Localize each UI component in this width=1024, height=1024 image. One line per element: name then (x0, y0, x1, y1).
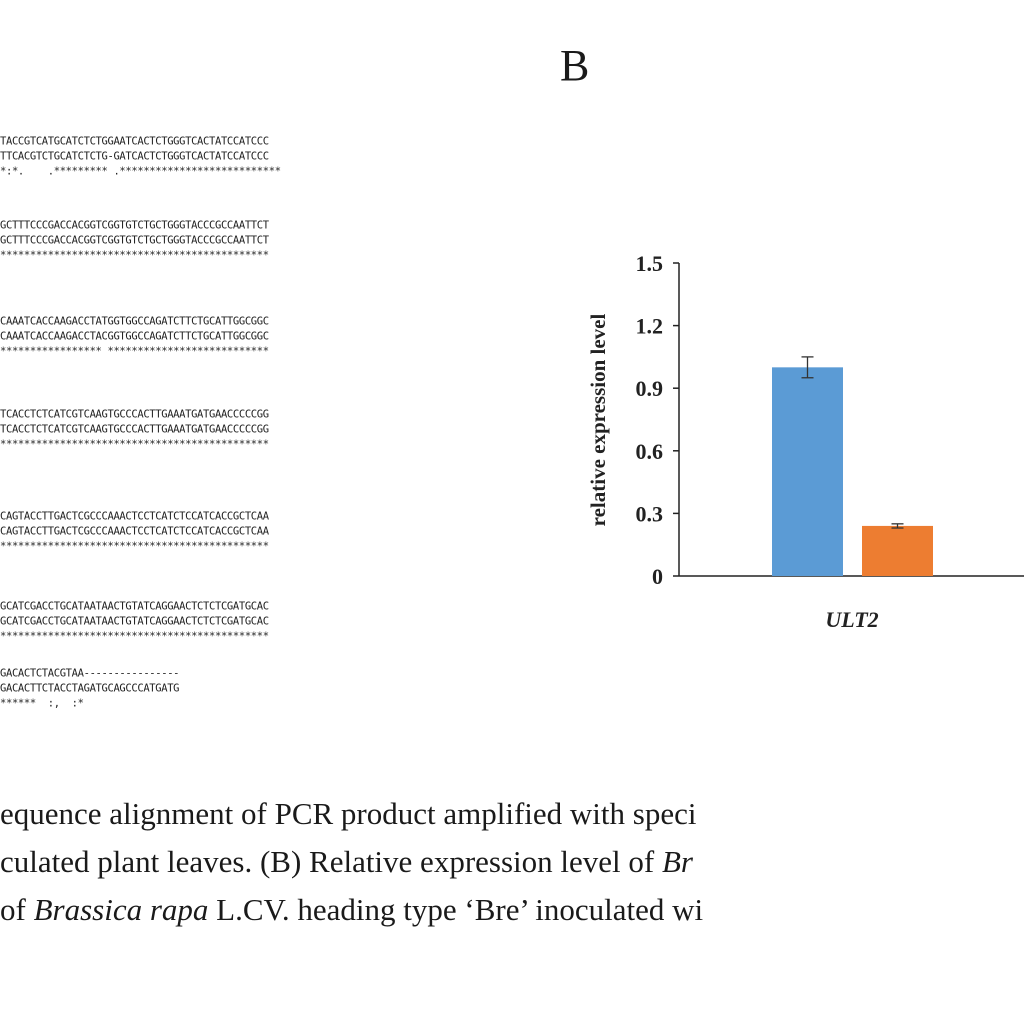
consensus-line: ****************************************… (0, 540, 269, 553)
caption-line-3: of Brassica rapa L.CV. heading type ‘Bre… (0, 886, 1024, 934)
caption-text: culated plant leaves. (B) Relative expre… (0, 844, 662, 879)
sequence-line: TACCGTCATGCATCTCTGGAATCACTCTGGGTCACTATCC… (0, 135, 269, 148)
caption-italic-species: Brassica rapa (33, 892, 209, 927)
sequence-line: CAAATCACCAAGACCTATGGTGGCCAGATCTTCTGCATTG… (0, 315, 269, 328)
sequence-line: TCACCTCTCATCGTCAAGTGCCCACTTGAAATGATGAACC… (0, 423, 269, 436)
sequence-line: GCATCGACCTGCATAATAACTGTATCAGGAACTCTCTCGA… (0, 600, 269, 613)
bar-chart: 1.5 1.2 0.9 0.6 0.3 0 relative expression leve… (586, 251, 1024, 632)
caption-text: of (0, 892, 34, 927)
consensus-line: *:*. .********* .***********************… (0, 165, 281, 178)
sequence-line: GACACTCTACGTAA---------------- (0, 667, 180, 680)
sequence-line: GACACTTCTACCTAGATGCAGCCCATGATG (0, 682, 180, 695)
sequence-line: TCACCTCTCATCGTCAAGTGCCCACTTGAAATGATGAACC… (0, 408, 269, 421)
alignment-block: CAGTACCTTGACTCGCCCAAACTCCTCATCTCCATCACCG… (0, 509, 520, 554)
sequence-line: GCTTTCCCGACCACGGTCGGTGTCTGCTGGGTACCCGCCA… (0, 219, 269, 232)
figure-caption: equence alignment of PCR product amplifi… (0, 790, 1024, 934)
alignment-block: TCACCTCTCATCGTCAAGTGCCCACTTGAAATGATGAACC… (0, 407, 520, 452)
alignment-block: TACCGTCATGCATCTCTGGAATCACTCTGGGTCACTATCC… (0, 134, 520, 179)
alignment-block: GACACTCTACGTAA---------------- GACACTTCTA… (0, 666, 520, 711)
bar (772, 367, 843, 576)
caption-line-1: equence alignment of PCR product amplifi… (0, 790, 1024, 838)
alignment-block: GCTTTCCCGACCACGGTCGGTGTCTGCTGGGTACCCGCCA… (0, 218, 520, 263)
caption-text: equence alignment of PCR product amplifi… (0, 796, 697, 831)
sequence-alignment: TACCGTCATGCATCTCTGGAATCACTCTGGGTCACTATCC… (0, 128, 520, 728)
sequence-line: GCATCGACCTGCATAATAACTGTATCAGGAACTCTCTCGA… (0, 615, 269, 628)
bar (862, 525, 933, 576)
y-tick-label: 0.6 (636, 439, 664, 464)
alignment-block: CAAATCACCAAGACCTATGGTGGCCAGATCTTCTGCATTG… (0, 314, 520, 359)
sequence-line: CAAATCACCAAGACCTACGGTGGCCAGATCTTCTGCATTG… (0, 330, 269, 343)
consensus-line: ****************************************… (0, 249, 269, 262)
consensus-line: ***************** **********************… (0, 345, 269, 358)
consensus-line: ****** :, :* (0, 697, 84, 710)
sequence-line: TTCACGTCTGCATCTCTG-GATCACTCTGGGTCACTATCC… (0, 150, 269, 163)
y-tick-label: 1.5 (636, 251, 664, 276)
panel-label-b: B (560, 41, 590, 90)
y-tick-label: 1.2 (636, 314, 664, 339)
consensus-line: ****************************************… (0, 438, 269, 451)
caption-line-2: culated plant leaves. (B) Relative expre… (0, 838, 1024, 886)
y-axis-label: relative expression level (586, 314, 610, 527)
caption-text: L.CV. heading type ‘Bre’ inoculated wi (208, 892, 704, 927)
sequence-line: GCTTTCCCGACCACGGTCGGTGTCTGCTGGGTACCCGCCA… (0, 234, 269, 247)
consensus-line: ****************************************… (0, 630, 269, 643)
y-tick-label: 0 (652, 564, 663, 589)
x-category-label: ULT2 (825, 607, 878, 632)
y-tick-label: 0.3 (636, 501, 664, 526)
y-tick-label: 0.9 (636, 376, 664, 401)
alignment-block: GCATCGACCTGCATAATAACTGTATCAGGAACTCTCTCGA… (0, 599, 520, 644)
caption-italic-species: Br (661, 844, 693, 879)
sequence-line: CAGTACCTTGACTCGCCCAAACTCCTCATCTCCATCACCG… (0, 525, 269, 538)
sequence-line: CAGTACCTTGACTCGCCCAAACTCCTCATCTCCATCACCG… (0, 510, 269, 523)
